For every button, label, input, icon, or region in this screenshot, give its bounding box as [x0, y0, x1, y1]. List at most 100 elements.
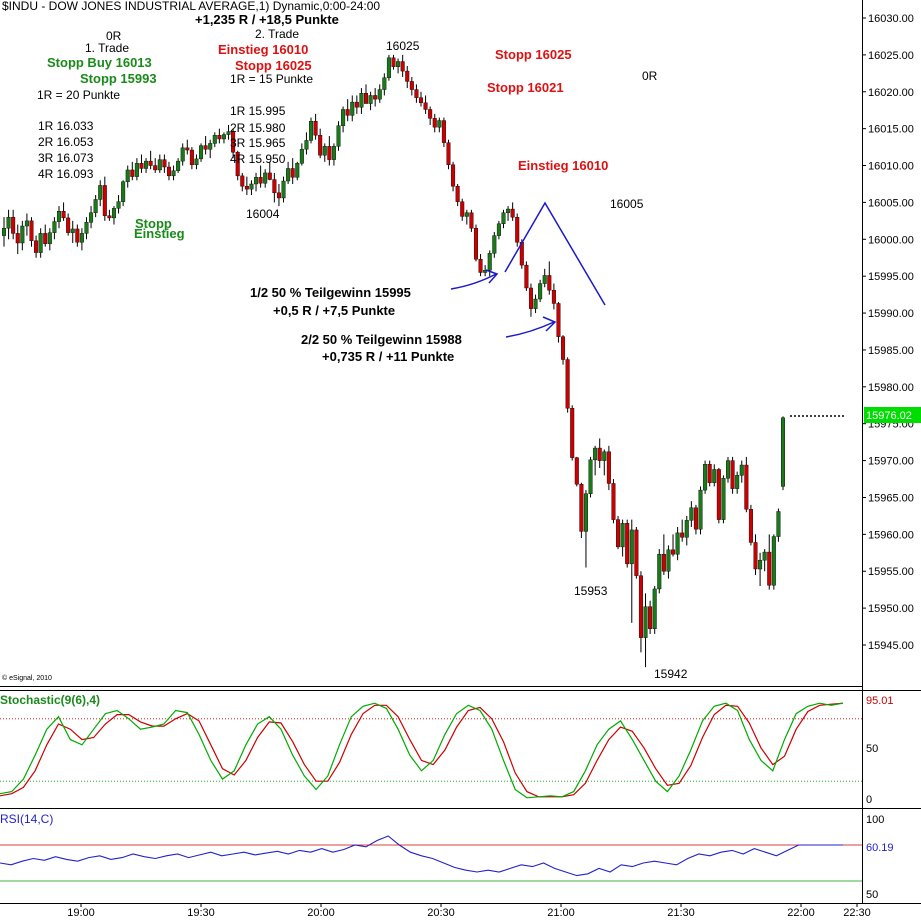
trade1-stop: Stopp 15993: [80, 71, 157, 86]
time-tick-label: 20:00: [307, 907, 335, 919]
candle-body: [602, 451, 607, 461]
panel-frames: [0, 0, 921, 904]
candle-body: [593, 447, 598, 461]
candle-body: [776, 511, 781, 537]
candle-body: [597, 447, 602, 461]
price-level-labels: 16025 16004 15953 15942: [246, 39, 688, 681]
candle-body: [373, 95, 378, 100]
candle-body: [157, 159, 162, 171]
candle-body: [212, 135, 217, 144]
candle-body: [473, 228, 478, 260]
stoch-value-label: 95.01: [866, 695, 894, 707]
candle-body: [29, 220, 34, 241]
candle-body: [240, 175, 245, 187]
trade2-one-r: 1R = 15 Punkte: [230, 72, 313, 86]
candle-body: [79, 233, 84, 243]
rsi-label: RSI(14,C): [0, 812, 53, 826]
candle-body: [359, 93, 364, 108]
rsi-tick-100: 100: [866, 814, 884, 826]
candle-body: [606, 451, 611, 484]
candle-body: [437, 120, 442, 128]
candle-body: [263, 172, 268, 184]
candle-body: [707, 464, 712, 483]
candle-body: [304, 140, 309, 150]
time-tick-label: 22:00: [787, 907, 815, 919]
partial1-line2: +0,5 R / +7,5 Punkte: [273, 303, 395, 318]
time-tick-label: 21:00: [547, 907, 575, 919]
candle-body: [313, 121, 318, 136]
candle-body: [547, 275, 552, 291]
candle-body: [565, 359, 570, 409]
rsi-tick-50: 50: [866, 889, 878, 901]
candle-body: [276, 192, 281, 199]
candle-body: [515, 216, 520, 243]
price-tick-label: 15960.00: [868, 529, 914, 541]
candle-body: [533, 298, 538, 309]
candle-body: [148, 160, 153, 166]
candle-body: [506, 208, 511, 213]
candle-body: [661, 554, 666, 572]
candle-body: [405, 70, 410, 82]
trade1-stop-buy: Stopp Buy 16013: [47, 55, 152, 70]
candle-body: [98, 185, 103, 200]
candle-body: [492, 235, 497, 254]
candle-body: [217, 135, 222, 140]
candle-body: [93, 199, 98, 213]
candle-body: [542, 275, 547, 284]
candle-body: [781, 417, 786, 487]
stoch-tick-0: 0: [866, 794, 872, 806]
candle-body: [226, 131, 231, 135]
right-entry-16010: Einstieg 16010: [518, 158, 608, 173]
level-label-15942: 15942: [654, 667, 688, 681]
trade1-target-4r: 4R 16.093: [38, 167, 94, 181]
blue-drawings: [450, 201, 606, 338]
price-tick-label: 15995.00: [868, 271, 914, 283]
candle-body: [107, 215, 112, 219]
candle-body: [34, 240, 39, 253]
trade1-zero-r: 0R: [106, 29, 122, 43]
price-tick-label: 16030.00: [868, 13, 914, 25]
candle-body: [524, 264, 529, 289]
candle-body: [43, 233, 48, 244]
candle-body: [208, 143, 213, 150]
candle-body: [171, 170, 176, 177]
candle-body: [703, 464, 708, 491]
stoch-tick-50: 50: [866, 743, 878, 755]
candle-body: [382, 77, 387, 90]
candle-body: [286, 168, 291, 182]
price-tick-label: 16015.00: [868, 124, 914, 136]
trade2-entry: Einstieg 16010: [218, 42, 308, 57]
price-candles: [2, 54, 786, 668]
candle-body: [570, 408, 575, 458]
candle-body: [258, 177, 263, 184]
copyright-label: © eSignal, 2010: [2, 674, 52, 682]
candle-body: [620, 523, 625, 548]
time-tick-label: 19:00: [67, 907, 95, 919]
candle-body: [689, 507, 694, 521]
candle-body: [272, 179, 277, 194]
candle-body: [189, 149, 194, 165]
candle-body: [574, 457, 579, 485]
candle-body: [6, 216, 11, 229]
candle-body: [469, 212, 474, 229]
candle-body: [254, 177, 259, 185]
price-tick-label: 16005.00: [868, 197, 914, 209]
candle-body: [446, 142, 451, 165]
candle-body: [377, 89, 382, 100]
trade2-title: 2. Trade: [255, 27, 299, 41]
trade2-target-2r: 2R 15.980: [230, 121, 286, 135]
arrow-partial1: [450, 269, 499, 290]
price-tick-label: 15970.00: [868, 456, 914, 468]
candle-body: [102, 185, 107, 216]
candle-body: [185, 147, 190, 151]
candle-body: [24, 220, 29, 227]
candle-body: [221, 134, 226, 140]
candle-body: [2, 228, 6, 236]
price-tick-label: 16000.00: [868, 234, 914, 246]
right-zero-r: 0R: [642, 69, 658, 83]
price-tick-label: 16010.00: [868, 161, 914, 173]
price-tick-label: 16020.00: [868, 87, 914, 99]
trade1-target-1r: 1R 16.033: [38, 119, 94, 133]
partial2-line2: +0,735 R / +11 Punkte: [322, 349, 454, 364]
candle-body: [336, 125, 341, 147]
